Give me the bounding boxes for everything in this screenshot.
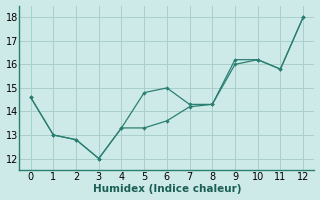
X-axis label: Humidex (Indice chaleur): Humidex (Indice chaleur) — [92, 184, 241, 194]
